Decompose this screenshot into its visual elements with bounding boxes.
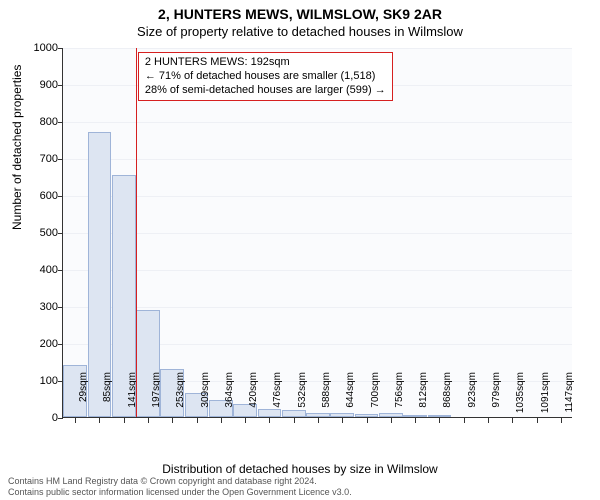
ytick-label: 700 xyxy=(18,153,58,165)
footer-line2: Contains public sector information licen… xyxy=(8,487,352,498)
xtick-mark xyxy=(124,418,125,423)
xtick-mark xyxy=(294,418,295,423)
x-axis-label: Distribution of detached houses by size … xyxy=(0,462,600,476)
xtick-mark xyxy=(197,418,198,423)
annotation-box: 2 HUNTERS MEWS: 192sqm← 71% of detached … xyxy=(138,52,393,101)
ytick-mark xyxy=(58,270,63,271)
gridline xyxy=(63,159,572,160)
xtick-mark xyxy=(391,418,392,423)
xtick-mark xyxy=(488,418,489,423)
ytick-mark xyxy=(58,233,63,234)
xtick-mark xyxy=(439,418,440,423)
xtick-mark xyxy=(415,418,416,423)
xtick-label: 1035sqm xyxy=(515,372,526,422)
gridline xyxy=(63,48,572,49)
ytick-mark xyxy=(58,344,63,345)
property-marker-line xyxy=(136,48,137,417)
ytick-label: 400 xyxy=(18,264,58,276)
xtick-mark xyxy=(464,418,465,423)
gridline xyxy=(63,307,572,308)
xtick-mark xyxy=(221,418,222,423)
ytick-mark xyxy=(58,85,63,86)
xtick-label: 979sqm xyxy=(491,372,502,422)
annotation-line1: 2 HUNTERS MEWS: 192sqm xyxy=(145,56,386,70)
chart-title-sub: Size of property relative to detached ho… xyxy=(0,22,600,39)
xtick-mark xyxy=(512,418,513,423)
xtick-label: 1147sqm xyxy=(564,372,575,422)
xtick-mark xyxy=(172,418,173,423)
ytick-label: 200 xyxy=(18,338,58,350)
ytick-label: 500 xyxy=(18,227,58,239)
xtick-label: 923sqm xyxy=(467,372,478,422)
plot-area: 29sqm85sqm141sqm197sqm253sqm309sqm364sqm… xyxy=(62,48,572,418)
ytick-mark xyxy=(58,307,63,308)
chart-container: 29sqm85sqm141sqm197sqm253sqm309sqm364sqm… xyxy=(62,48,572,418)
xtick-mark xyxy=(99,418,100,423)
gridline xyxy=(63,233,572,234)
xtick-mark xyxy=(269,418,270,423)
gridline xyxy=(63,270,572,271)
ytick-label: 900 xyxy=(18,79,58,91)
xtick-mark xyxy=(318,418,319,423)
xtick-mark xyxy=(537,418,538,423)
ytick-label: 300 xyxy=(18,301,58,313)
ytick-mark xyxy=(58,418,63,419)
ytick-mark xyxy=(58,122,63,123)
annotation-line3: 28% of semi-detached houses are larger (… xyxy=(145,84,386,98)
ytick-mark xyxy=(58,159,63,160)
xtick-mark xyxy=(245,418,246,423)
ytick-label: 1000 xyxy=(18,42,58,54)
xtick-mark xyxy=(561,418,562,423)
gridline xyxy=(63,196,572,197)
xtick-mark xyxy=(367,418,368,423)
footer-line1: Contains HM Land Registry data © Crown c… xyxy=(8,476,352,487)
xtick-label: 1091sqm xyxy=(540,372,551,422)
xtick-mark xyxy=(342,418,343,423)
ytick-mark xyxy=(58,48,63,49)
gridline xyxy=(63,122,572,123)
ytick-label: 600 xyxy=(18,190,58,202)
footer-attribution: Contains HM Land Registry data © Crown c… xyxy=(8,476,352,498)
xtick-mark xyxy=(148,418,149,423)
annotation-line2: ← 71% of detached houses are smaller (1,… xyxy=(145,70,386,84)
xtick-label: 868sqm xyxy=(442,372,453,422)
xtick-mark xyxy=(75,418,76,423)
ytick-label: 0 xyxy=(18,412,58,424)
ytick-label: 100 xyxy=(18,375,58,387)
chart-title-main: 2, HUNTERS MEWS, WILMSLOW, SK9 2AR xyxy=(0,0,600,22)
ytick-label: 800 xyxy=(18,116,58,128)
ytick-mark xyxy=(58,196,63,197)
